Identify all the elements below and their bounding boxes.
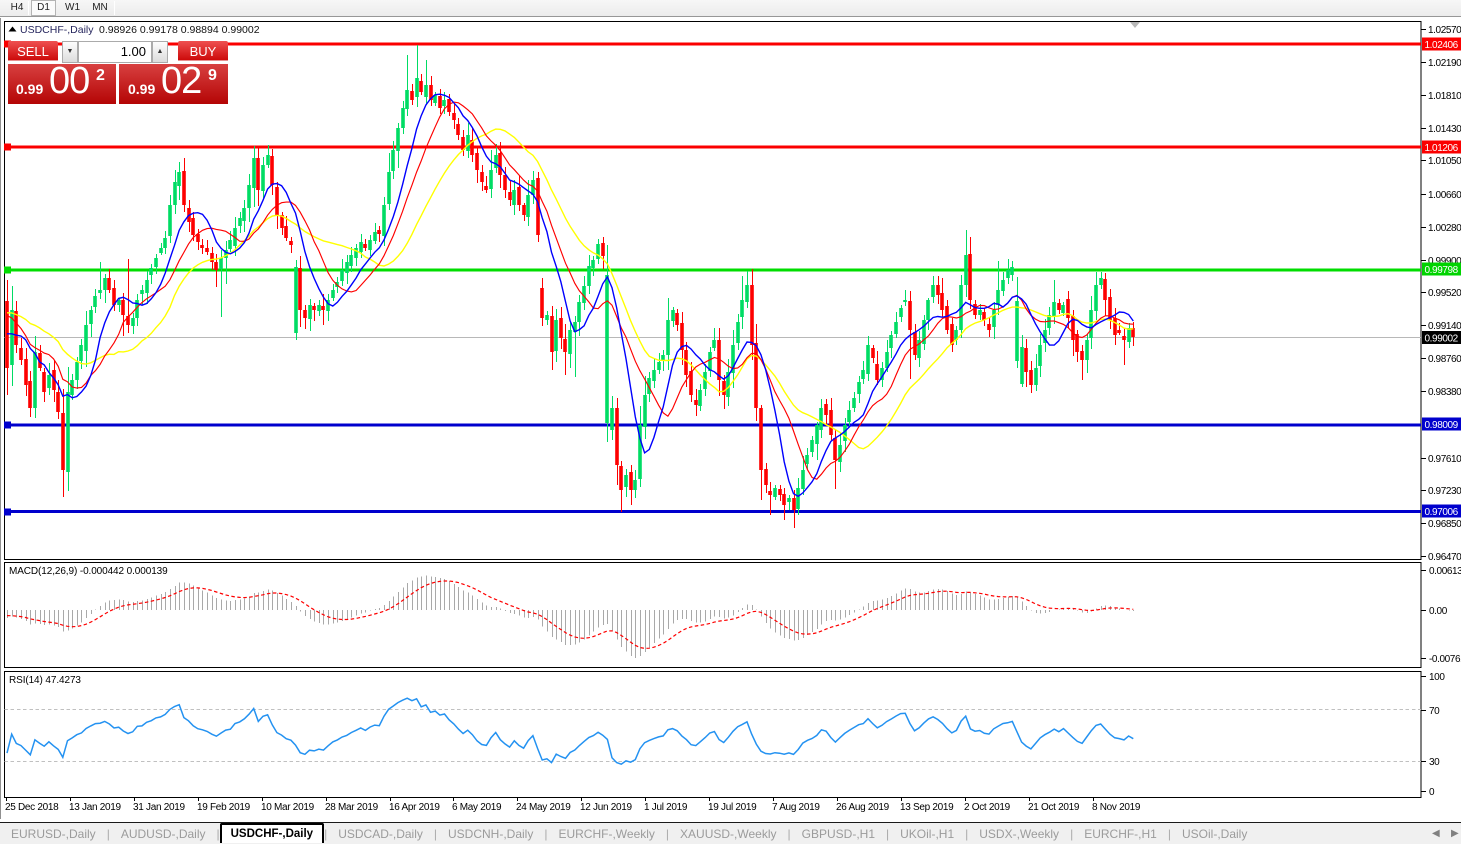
svg-text:1.02190: 1.02190 [1428, 58, 1461, 69]
svg-text:8 Nov 2019: 8 Nov 2019 [1092, 802, 1141, 813]
svg-text:19 Feb 2019: 19 Feb 2019 [197, 802, 251, 813]
svg-text:1.01206: 1.01206 [1425, 143, 1459, 154]
svg-text:1.02406: 1.02406 [1425, 40, 1459, 51]
svg-text:0.98380: 0.98380 [1428, 387, 1461, 398]
svg-text:2 Oct 2019: 2 Oct 2019 [964, 802, 1011, 813]
svg-text:0: 0 [1429, 787, 1435, 798]
svg-text:26 Aug 2019: 26 Aug 2019 [836, 802, 890, 813]
svg-text:0.98009: 0.98009 [1425, 420, 1459, 431]
svg-text:0.98926 0.99178 0.98894 0.9900: 0.98926 0.99178 0.98894 0.99002 [99, 24, 260, 36]
svg-text:0.00: 0.00 [1429, 606, 1448, 617]
svg-text:7 Aug 2019: 7 Aug 2019 [772, 802, 820, 813]
svg-text:1.00660: 1.00660 [1428, 190, 1461, 201]
svg-text:10 Mar 2019: 10 Mar 2019 [261, 802, 315, 813]
svg-text:70: 70 [1429, 706, 1440, 717]
svg-text:1 Jul 2019: 1 Jul 2019 [644, 802, 688, 813]
svg-text:0.99798: 0.99798 [1425, 265, 1459, 276]
svg-text:12 Jun 2019: 12 Jun 2019 [580, 802, 632, 813]
svg-text:0.99140: 0.99140 [1428, 321, 1461, 332]
svg-text:1.00280: 1.00280 [1428, 223, 1461, 234]
svg-text:0.97230: 0.97230 [1428, 486, 1461, 497]
svg-text:0.96850: 0.96850 [1428, 519, 1461, 530]
svg-text:0.99002: 0.99002 [1425, 334, 1459, 345]
svg-text:1.01810: 1.01810 [1428, 91, 1461, 102]
svg-text:25 Dec 2018: 25 Dec 2018 [5, 802, 59, 813]
svg-text:1.01050: 1.01050 [1428, 156, 1461, 167]
svg-text:30: 30 [1429, 757, 1440, 768]
svg-text:0.00613: 0.00613 [1429, 566, 1461, 577]
svg-text:0.97610: 0.97610 [1428, 454, 1461, 465]
svg-text:MACD(12,26,9) -0.000442 0.0001: MACD(12,26,9) -0.000442 0.000139 [9, 566, 168, 577]
svg-text:USDCHF-,Daily: USDCHF-,Daily [20, 24, 94, 36]
svg-text:0.96470: 0.96470 [1428, 552, 1461, 563]
svg-text:24 May 2019: 24 May 2019 [516, 802, 571, 813]
svg-text:19 Jul 2019: 19 Jul 2019 [708, 802, 757, 813]
svg-text:31 Jan 2019: 31 Jan 2019 [133, 802, 185, 813]
svg-text:1.02570: 1.02570 [1428, 25, 1461, 36]
svg-text:100: 100 [1429, 672, 1445, 683]
svg-text:28 Mar 2019: 28 Mar 2019 [325, 802, 379, 813]
svg-text:0.97006: 0.97006 [1425, 507, 1459, 518]
svg-text:0.99520: 0.99520 [1428, 288, 1461, 299]
svg-text:0.98760: 0.98760 [1428, 354, 1461, 365]
svg-text:RSI(14) 47.4273: RSI(14) 47.4273 [9, 675, 81, 686]
svg-text:0.99900: 0.99900 [1428, 256, 1461, 267]
svg-text:21 Oct 2019: 21 Oct 2019 [1028, 802, 1080, 813]
svg-text:16 Apr 2019: 16 Apr 2019 [389, 802, 440, 813]
svg-text:6 May 2019: 6 May 2019 [452, 802, 502, 813]
svg-text:13 Jan 2019: 13 Jan 2019 [69, 802, 121, 813]
svg-text:13 Sep 2019: 13 Sep 2019 [900, 802, 954, 813]
svg-text:1.01430: 1.01430 [1428, 124, 1461, 135]
